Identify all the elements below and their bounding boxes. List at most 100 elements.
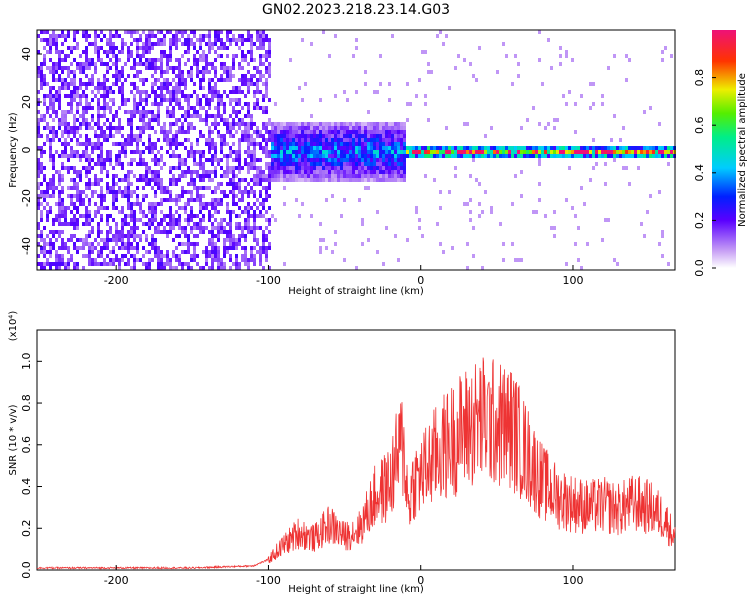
spectrogram-cell bbox=[664, 46, 667, 50]
spectrogram-cell bbox=[385, 122, 388, 126]
spectrogram-cell bbox=[49, 210, 52, 214]
spectrogram-cell bbox=[169, 210, 172, 214]
spectrogram-cell bbox=[289, 58, 292, 62]
spectrogram-cell bbox=[316, 174, 319, 178]
spectrogram-cell bbox=[199, 158, 202, 162]
spectrogram-cell bbox=[139, 38, 142, 42]
spectrogram-cell bbox=[178, 222, 181, 226]
spectrogram-cell bbox=[121, 94, 124, 98]
spectrogram-cell bbox=[235, 238, 238, 242]
spectrogram-cell bbox=[319, 134, 322, 138]
spectrogram-cell bbox=[298, 158, 301, 162]
spectrogram-cell bbox=[133, 30, 136, 34]
spectrogram-cell bbox=[274, 170, 277, 174]
spectrogram-cell bbox=[163, 230, 166, 234]
spectrogram-cell bbox=[283, 138, 286, 142]
spectrogram-cell bbox=[502, 146, 505, 150]
spectrogram-cell bbox=[100, 214, 103, 218]
spectrogram-cell bbox=[256, 30, 259, 34]
spectrogram-cell bbox=[172, 250, 175, 254]
spectrogram-cell bbox=[565, 102, 568, 106]
spectrogram-cell bbox=[40, 234, 43, 238]
spectrogram-cell bbox=[58, 78, 61, 82]
spectrogram-cell bbox=[163, 218, 166, 222]
spectrogram-cell bbox=[499, 146, 502, 150]
spectrogram-cell bbox=[67, 82, 70, 86]
spectrogram-cell bbox=[217, 94, 220, 98]
spectrogram-cell bbox=[118, 246, 121, 250]
spectrogram-cell bbox=[94, 34, 97, 38]
spectrogram-cell bbox=[166, 258, 169, 262]
spectrogram-cell bbox=[364, 186, 367, 190]
spectrogram-cell bbox=[340, 146, 343, 150]
spectrogram-cell bbox=[184, 114, 187, 118]
spectrogram-cell bbox=[220, 66, 223, 70]
spectrogram-cell bbox=[424, 50, 427, 54]
spectrogram-cell bbox=[397, 122, 400, 126]
spectrogram-cell bbox=[85, 182, 88, 186]
spectrogram-cell bbox=[181, 34, 184, 38]
spectrogram-cell bbox=[664, 154, 667, 158]
spectrogram-cell bbox=[103, 106, 106, 110]
spectrogram-cell bbox=[211, 206, 214, 210]
y-tick-label: 0.0 bbox=[20, 561, 33, 579]
spectrogram-cell bbox=[331, 162, 334, 166]
spectrogram-cell bbox=[100, 30, 103, 34]
spectrogram-y-label: Frequency (Hz) bbox=[8, 112, 19, 188]
spectrogram-cell bbox=[211, 114, 214, 118]
spectrogram-cell bbox=[148, 166, 151, 170]
spectrogram-cell bbox=[187, 234, 190, 238]
spectrogram-cell bbox=[40, 218, 43, 222]
spectrogram-cell bbox=[46, 50, 49, 54]
spectrogram-cell bbox=[565, 154, 568, 158]
spectrogram-cell bbox=[103, 198, 106, 202]
spectrogram-cell bbox=[64, 146, 67, 150]
spectrogram-cell bbox=[304, 134, 307, 138]
spectrogram-cell bbox=[220, 218, 223, 222]
spectrogram-cell bbox=[115, 198, 118, 202]
spectrogram-cell bbox=[271, 146, 274, 150]
spectrogram-cell bbox=[70, 130, 73, 134]
spectrogram-cell bbox=[97, 118, 100, 122]
spectrogram-cell bbox=[622, 154, 625, 158]
spectrogram-cell bbox=[109, 90, 112, 94]
spectrogram-cell bbox=[655, 146, 658, 150]
spectrogram-cell bbox=[91, 146, 94, 150]
spectrogram-cell bbox=[355, 154, 358, 158]
spectrogram-cell bbox=[142, 114, 145, 118]
spectrogram-cell bbox=[202, 218, 205, 222]
spectrogram-cell bbox=[136, 226, 139, 230]
spectrogram-cell bbox=[217, 106, 220, 110]
spectrogram-cell bbox=[130, 50, 133, 54]
spectrogram-cell bbox=[478, 154, 481, 158]
spectrogram-cell bbox=[184, 250, 187, 254]
spectrogram-cell bbox=[271, 170, 274, 174]
spectrogram-cell bbox=[178, 130, 181, 134]
spectrogram-cell bbox=[340, 138, 343, 142]
spectrogram-cell bbox=[202, 86, 205, 90]
spectrogram-cell bbox=[340, 174, 343, 178]
spectrogram-cell bbox=[304, 130, 307, 134]
spectrogram-cell bbox=[139, 134, 142, 138]
spectrogram-cell bbox=[229, 178, 232, 182]
spectrogram-cell bbox=[217, 46, 220, 50]
spectrogram-cell bbox=[142, 230, 145, 234]
spectrogram-cell bbox=[226, 194, 229, 198]
spectrogram-cell bbox=[187, 122, 190, 126]
spectrogram-cell bbox=[349, 138, 352, 142]
spectrogram-cell bbox=[127, 162, 130, 166]
spectrogram-cell bbox=[199, 194, 202, 198]
spectrogram-cell bbox=[577, 258, 580, 262]
spectrogram-cell bbox=[127, 186, 130, 190]
spectrogram-cell bbox=[271, 154, 274, 158]
spectrogram-cell bbox=[388, 154, 391, 158]
spectrogram-cell bbox=[76, 250, 79, 254]
spectrogram-cell bbox=[157, 266, 160, 270]
spectrogram-cell bbox=[472, 74, 475, 78]
spectrogram-cell bbox=[124, 98, 127, 102]
spectrogram-cell bbox=[274, 174, 277, 178]
spectrogram-cell bbox=[229, 246, 232, 250]
spectrogram-cell bbox=[217, 226, 220, 230]
spectrogram-cell bbox=[136, 106, 139, 110]
spectrogram-cell bbox=[175, 234, 178, 238]
